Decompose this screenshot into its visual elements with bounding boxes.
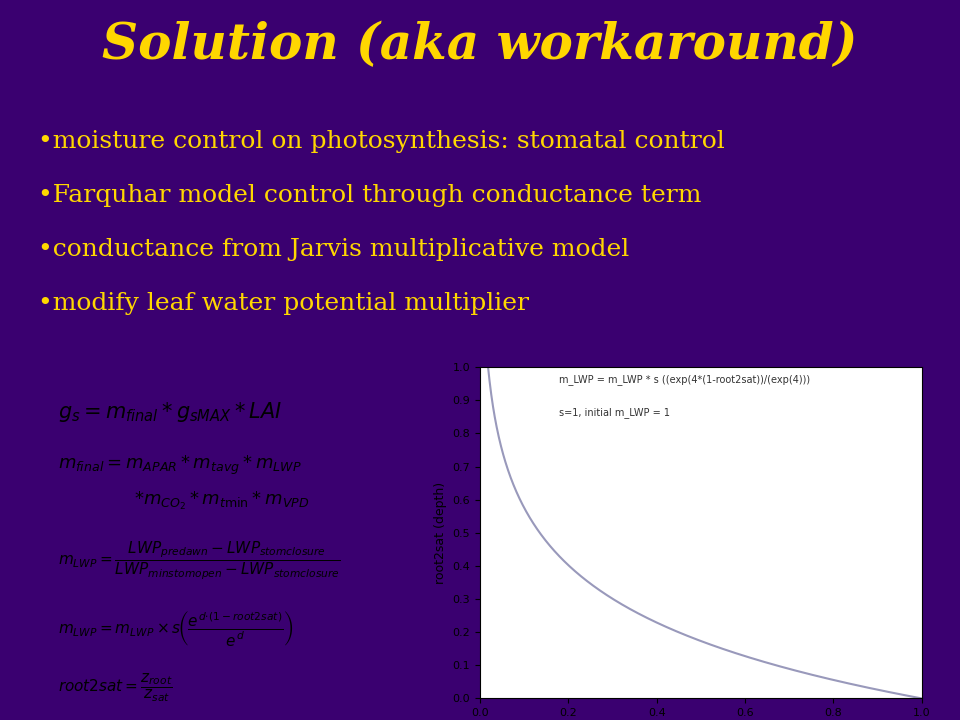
- Text: $g_s = m_{final} * g_{sMAX} * LAI$: $g_s = m_{final} * g_{sMAX} * LAI$: [59, 400, 282, 424]
- Text: •Farquhar model control through conductance term: •Farquhar model control through conducta…: [38, 184, 702, 207]
- Text: $m_{LWP} = m_{LWP} \times s\!\left(\dfrac{e^{d{\cdot}(1-root2sat)}}{e^{d}}\right: $m_{LWP} = m_{LWP} \times s\!\left(\dfra…: [59, 609, 294, 648]
- Text: $* m_{CO_2} * m_{t\mathrm{min}} * m_{VPD}$: $* m_{CO_2} * m_{t\mathrm{min}} * m_{VPD…: [134, 490, 310, 512]
- Text: •modify leaf water potential multiplier: •modify leaf water potential multiplier: [38, 292, 529, 315]
- Text: m_LWP = m_LWP * s ((exp(4*(1-root2sat))/(exp(4))): m_LWP = m_LWP * s ((exp(4*(1-root2sat))/…: [560, 374, 810, 384]
- Text: $m_{final} = m_{APAR} * m_{tavg} * m_{LWP}$: $m_{final} = m_{APAR} * m_{tavg} * m_{LW…: [59, 454, 302, 477]
- Text: •moisture control on photosynthesis: stomatal control: •moisture control on photosynthesis: sto…: [38, 130, 725, 153]
- Text: $root2sat = \dfrac{z_{root}}{z_{sat}}$: $root2sat = \dfrac{z_{root}}{z_{sat}}$: [59, 672, 173, 704]
- Y-axis label: root2sat (depth): root2sat (depth): [434, 482, 447, 584]
- Text: Solution (aka workaround): Solution (aka workaround): [103, 22, 857, 71]
- Text: •conductance from Jarvis multiplicative model: •conductance from Jarvis multiplicative …: [38, 238, 630, 261]
- Text: s=1, initial m_LWP = 1: s=1, initial m_LWP = 1: [560, 407, 670, 418]
- Text: $m_{LWP} = \dfrac{LWP_{predawn} - LWP_{stomclosure}}{LWP_{minstomopen} - LWP_{st: $m_{LWP} = \dfrac{LWP_{predawn} - LWP_{s…: [59, 539, 341, 582]
